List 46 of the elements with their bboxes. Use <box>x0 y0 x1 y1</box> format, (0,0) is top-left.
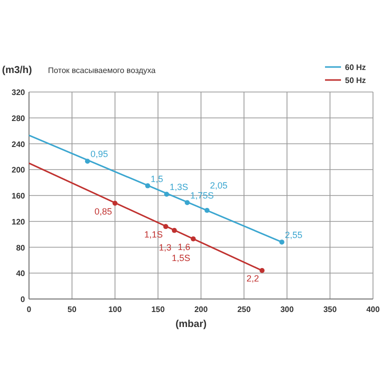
x-tick-label: 400 <box>366 305 380 314</box>
point <box>84 158 90 164</box>
point <box>163 224 168 230</box>
x-axis-title: (mbar) <box>175 319 207 330</box>
point <box>204 208 210 213</box>
legend-label: 50 Hz <box>345 76 366 85</box>
point <box>279 240 284 245</box>
y-tick-label: 80 <box>16 243 26 252</box>
x-tick-label: 100 <box>108 305 122 314</box>
annotation: 0,85 <box>94 206 112 216</box>
point <box>184 200 190 206</box>
x-tick-label: 150 <box>151 305 166 314</box>
point <box>260 268 265 274</box>
x-tick-label: 350 <box>323 305 338 314</box>
y-tick-label: 280 <box>12 114 26 123</box>
y-tick-label: 160 <box>12 192 26 200</box>
y-axis-title: (m3/h) <box>2 65 32 76</box>
x-tick-label: 50 <box>68 305 77 314</box>
point <box>190 236 196 242</box>
annotation: 1,5 <box>150 174 164 184</box>
annotation: 2,55 <box>284 230 302 240</box>
point <box>164 192 170 197</box>
y-tick-label: 40 <box>16 269 26 278</box>
y-tick-label: 200 <box>12 166 26 175</box>
annotation: 2,2 <box>246 274 260 284</box>
y-tick-label: 120 <box>12 217 26 226</box>
x-tick-label: 200 <box>194 305 208 314</box>
annotation: 1,3S <box>170 182 188 192</box>
y-tick-label: 320 <box>12 88 26 97</box>
annotation: 2,05 <box>210 180 228 190</box>
point <box>172 228 177 233</box>
annotation: 1,1S <box>144 230 163 240</box>
annotation: 1,3 <box>158 242 172 252</box>
annotation: 1,75S <box>190 190 214 201</box>
x-tick-label: 250 <box>237 305 252 314</box>
x-tick-label: 300 <box>280 305 294 314</box>
chart-title: Поток всасываемого воздуха <box>48 66 156 75</box>
y-tick-label: 0 <box>20 295 26 304</box>
annotation: 1,5S <box>172 252 190 263</box>
annotation: 1,6 <box>178 242 190 252</box>
point <box>112 200 118 206</box>
x-tick-label: 0 <box>26 305 32 314</box>
point <box>145 183 150 188</box>
annotation: 0,95 <box>90 149 108 160</box>
legend-label: 60 Hz <box>345 63 366 72</box>
y-tick-label: 240 <box>12 140 26 149</box>
